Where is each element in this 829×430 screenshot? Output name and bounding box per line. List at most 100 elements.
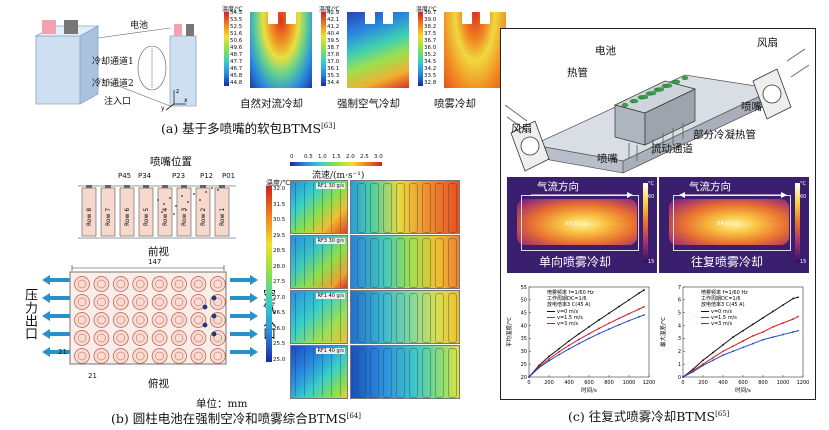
data-point bbox=[578, 342, 580, 345]
temp-tick: 27.5 bbox=[273, 279, 286, 285]
data-point bbox=[558, 347, 560, 350]
outlet-arrow bbox=[42, 329, 70, 339]
map-tick: 38.7 bbox=[327, 45, 340, 51]
x-tick-label: 400 bbox=[564, 380, 574, 386]
legend-label: v=0 m/s bbox=[557, 309, 578, 315]
map-tick: 45.8 bbox=[230, 73, 243, 79]
map-tick: 42.1 bbox=[327, 17, 340, 23]
caption-a: (a) 基于多喷嘴的软包BTMS[63] bbox=[161, 121, 336, 136]
map-tick: 50.6 bbox=[230, 38, 243, 44]
cell-circle bbox=[190, 312, 207, 328]
nozzle-dot bbox=[211, 331, 217, 337]
nozzle-label: P01 bbox=[222, 172, 236, 180]
chart-info: 工作周期DC=1/6 bbox=[547, 295, 587, 302]
cell-circle bbox=[74, 276, 90, 292]
data-point bbox=[782, 304, 784, 306]
chart-max-diff: 0 200 400 600 800 1000 1200 0 1 2 3 4 5 6 7 时间/s 最大温差/℃ 喷… bbox=[659, 285, 809, 394]
ir-title: 往复喷雾冷却 bbox=[691, 255, 764, 269]
data-point bbox=[568, 344, 570, 347]
cell-circle bbox=[171, 348, 187, 364]
data-point bbox=[792, 318, 794, 321]
dim-width: 147 bbox=[148, 258, 162, 266]
data-point bbox=[628, 312, 630, 315]
x-tick-label: 1000 bbox=[623, 380, 636, 386]
data-point bbox=[638, 315, 640, 318]
map-tick: 40.4 bbox=[327, 31, 340, 37]
inlet-arrow bbox=[230, 275, 258, 285]
cell-circle bbox=[112, 348, 129, 364]
chart-info: 放电倍率3 C(45 A) bbox=[701, 301, 745, 308]
x-tick-label: 600 bbox=[584, 380, 594, 386]
temp-tick: 26.0 bbox=[273, 325, 286, 332]
data-point bbox=[643, 289, 645, 291]
nozzle-dot bbox=[202, 304, 208, 310]
y-axis-label: 平均温度/℃ bbox=[505, 317, 513, 347]
data-point bbox=[692, 370, 694, 373]
map-tick: 46.7 bbox=[230, 66, 243, 72]
legend-label: v=0 m/s bbox=[711, 309, 732, 315]
temperature-map: 温度/℃ 42.9 42.1 41.2 40.4 39.5 38.7 37.8 37.0 36.1… bbox=[319, 4, 414, 116]
x-tick-label: 800 bbox=[604, 380, 614, 386]
row-label: Row 5 bbox=[143, 208, 150, 226]
data-point bbox=[618, 305, 620, 308]
cell-circle bbox=[209, 348, 226, 364]
data-point bbox=[742, 329, 744, 332]
map-unit: 温度/℃ bbox=[416, 6, 437, 13]
sim-left: RF1 30 g/s bbox=[290, 180, 348, 234]
inlet-arrow bbox=[230, 311, 258, 321]
x-tick-label: 0 bbox=[681, 380, 684, 386]
legend-label: v=1.5 m/s bbox=[711, 315, 737, 321]
flow-scale: 0 0.5 1.0 1.5 2.0 2.5 3.0 bbox=[290, 154, 383, 166]
map-tick: 34.5 bbox=[424, 59, 437, 65]
temperature-map: 温度/℃ 39.7 39.0 38.2 37.5 36.7 36.0 35.2 34.5 34.2… bbox=[416, 4, 511, 116]
data-point bbox=[638, 308, 640, 311]
map-title: 强制空气冷却 bbox=[337, 98, 400, 110]
cell-circle bbox=[132, 348, 149, 364]
data-point bbox=[588, 332, 590, 335]
cell-circle bbox=[74, 348, 90, 364]
nozzle-title: 喷嘴位置 bbox=[150, 156, 192, 168]
data-point bbox=[772, 336, 774, 339]
data-point bbox=[762, 316, 764, 319]
data-point bbox=[762, 331, 764, 333]
y-tick-label: 5 bbox=[678, 311, 681, 317]
x-tick-label: 400 bbox=[718, 380, 728, 386]
temp-tick: 30.5 bbox=[273, 217, 286, 223]
map-tick: 36.0 bbox=[424, 45, 437, 51]
data-point bbox=[558, 353, 560, 356]
inlet-arrow bbox=[230, 329, 258, 339]
flow-tick: 2.5 bbox=[360, 154, 369, 160]
data-point bbox=[548, 355, 550, 358]
sim-right bbox=[350, 235, 460, 289]
cell-circle bbox=[190, 330, 207, 346]
data-point bbox=[752, 334, 754, 337]
y-tick-label: 1 bbox=[678, 362, 681, 368]
outlet-arrow bbox=[42, 275, 70, 285]
chart-info: 工作周期DC=1/6 bbox=[701, 295, 741, 302]
temp-tick: 32.0 bbox=[273, 186, 286, 192]
row-label: Row 8 bbox=[86, 208, 93, 226]
y-tick-label: 20 bbox=[521, 375, 527, 381]
temp-scale: 32.0 31.5 30.5 29.5 28.5 28.0 27.5 27.0 26.5 26.0… bbox=[266, 186, 288, 364]
map-tick: 33.5 bbox=[424, 73, 437, 79]
inlet-arrow bbox=[230, 347, 258, 357]
y-tick-label: 35 bbox=[521, 336, 527, 342]
data-point bbox=[702, 363, 704, 366]
label-battery-c: 电池 bbox=[595, 45, 616, 57]
ir-scale-tick: 15 bbox=[800, 259, 807, 265]
label-battery: 电池 bbox=[130, 21, 149, 31]
cell-circle bbox=[190, 294, 207, 310]
nozzle-label: P23 bbox=[172, 172, 186, 180]
map-tick: 39.5 bbox=[327, 38, 340, 44]
map-tick: 37.0 bbox=[327, 59, 340, 65]
data-point bbox=[643, 305, 645, 308]
data-point bbox=[618, 323, 620, 326]
data-point bbox=[722, 354, 724, 357]
chart-info: 放电倍率3 C(45 A) bbox=[547, 301, 591, 308]
data-point bbox=[558, 350, 560, 353]
temp-tick: 25.0 bbox=[273, 356, 286, 363]
sim-label: RF1 40 g/s bbox=[316, 293, 345, 299]
label-channel2: 冷却通道2 bbox=[92, 79, 134, 89]
caption-c: (c) 往复式喷雾冷却BTMS[65] bbox=[568, 409, 730, 424]
nozzle-dot bbox=[211, 295, 217, 301]
